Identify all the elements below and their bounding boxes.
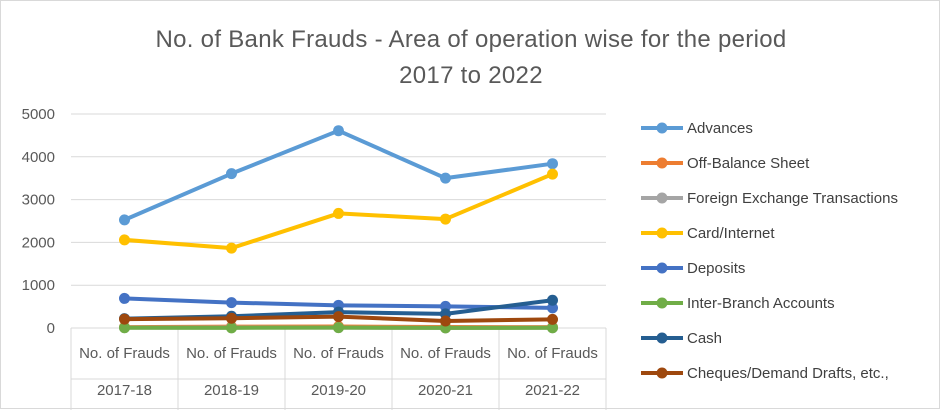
- legend-item: Cheques/Demand Drafts, etc.,: [641, 365, 889, 382]
- legend-swatch-marker: [656, 367, 668, 379]
- x-group-label: 2020-21: [418, 382, 473, 399]
- data-point: [547, 158, 558, 170]
- legend-item: Foreign Exchange Transactions: [641, 190, 898, 207]
- data-point: [440, 315, 451, 327]
- x-tick-label: No. of Frauds: [293, 345, 384, 362]
- y-tick-label: 4000: [22, 149, 55, 166]
- series-card-internet: [119, 168, 558, 254]
- data-point: [333, 311, 344, 323]
- x-group-label: 2019-20: [311, 382, 366, 399]
- y-axis: 0 1000 2000 3000 4000 5000: [22, 106, 55, 337]
- gridlines: [71, 113, 606, 286]
- legend-swatch-marker: [656, 227, 668, 239]
- series-group: [119, 125, 558, 334]
- x-axis: No. of Frauds 2017-18 No. of Frauds 2018-19…: [70, 327, 607, 410]
- x-group-label: 2018-19: [204, 382, 259, 399]
- data-point: [333, 125, 344, 137]
- data-point: [547, 302, 558, 314]
- chart-title-line-1: No. of Bank Frauds - Area of operation w…: [155, 26, 786, 53]
- legend-item: Inter-Branch Accounts: [641, 295, 835, 312]
- x-tick-label: No. of Frauds: [79, 345, 170, 362]
- data-point: [119, 234, 130, 246]
- chart-title-line-2: 2017 to 2022: [399, 62, 543, 89]
- y-tick-label: 0: [47, 320, 55, 337]
- legend-label: Cash: [687, 330, 722, 347]
- data-point: [119, 313, 130, 325]
- legend-label: Inter-Branch Accounts: [687, 295, 835, 312]
- data-point: [226, 242, 237, 254]
- legend-swatch-marker: [656, 297, 668, 309]
- legend-label: Off-Balance Sheet: [687, 155, 810, 172]
- x-group-label: 2017-18: [97, 382, 152, 399]
- legend-label: Cheques/Demand Drafts, etc.,: [687, 365, 889, 382]
- data-point: [547, 168, 558, 180]
- data-point: [119, 292, 130, 304]
- data-point: [226, 312, 237, 324]
- data-point: [119, 322, 130, 334]
- legend-item: Cash: [641, 330, 722, 347]
- data-point: [440, 213, 451, 225]
- data-point: [547, 322, 558, 334]
- data-point: [333, 207, 344, 219]
- data-point: [226, 297, 237, 309]
- legend-label: Card/Internet: [687, 225, 775, 242]
- data-point: [547, 294, 558, 306]
- legend-swatch-marker: [656, 122, 668, 134]
- legend-swatch-marker: [656, 157, 668, 169]
- series-advances: [119, 125, 558, 226]
- series-inter-branch-accounts: [119, 322, 558, 334]
- data-point: [119, 214, 130, 226]
- y-tick-label: 2000: [22, 234, 55, 251]
- x-group-label: 2021-22: [525, 382, 580, 399]
- legend-item: Advances: [641, 120, 753, 137]
- legend: Advances Off-Balance Sheet Foreign Exchang…: [641, 120, 898, 382]
- data-point: [547, 313, 558, 325]
- legend-label: Advances: [687, 120, 753, 137]
- data-point: [333, 322, 344, 334]
- x-tick-label: No. of Frauds: [507, 345, 598, 362]
- series-line: [122, 128, 555, 222]
- legend-swatch-marker: [656, 262, 668, 274]
- x-tick-label: No. of Frauds: [186, 345, 277, 362]
- legend-item: Deposits: [641, 260, 745, 277]
- legend-item: Off-Balance Sheet: [641, 155, 810, 172]
- y-tick-label: 3000: [22, 192, 55, 209]
- data-point: [440, 172, 451, 184]
- legend-item: Card/Internet: [641, 225, 775, 242]
- legend-swatch-marker: [656, 332, 668, 344]
- legend-label: Foreign Exchange Transactions: [687, 190, 898, 207]
- series-cheques-demand-drafts-etc: [119, 311, 558, 327]
- data-point: [226, 168, 237, 180]
- y-tick-label: 1000: [22, 277, 55, 294]
- legend-swatch-marker: [656, 192, 668, 204]
- legend-label: Deposits: [687, 260, 745, 277]
- x-tick-label: No. of Frauds: [400, 345, 491, 362]
- y-tick-label: 5000: [22, 106, 55, 123]
- data-point: [226, 322, 237, 334]
